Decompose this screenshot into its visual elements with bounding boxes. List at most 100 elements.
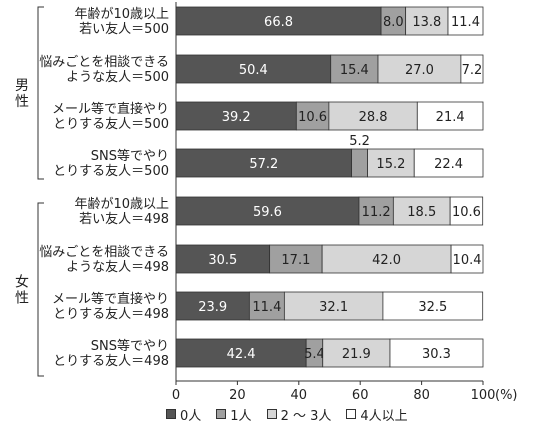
legend-item-0: 0人 bbox=[166, 405, 201, 424]
legend-swatch-0 bbox=[166, 409, 176, 419]
data-label: 28.8 bbox=[359, 110, 388, 125]
category-label: とりする友人＝498 bbox=[53, 306, 169, 322]
x-tick-label: 80 bbox=[413, 388, 430, 403]
data-label: 30.5 bbox=[208, 253, 237, 268]
bar-segment bbox=[358, 196, 394, 226]
data-label: 22.4 bbox=[434, 157, 463, 172]
category-label: ような友人＝500 bbox=[66, 69, 169, 85]
legend-swatch-1 bbox=[216, 409, 227, 419]
data-label: 32.1 bbox=[319, 300, 348, 315]
bar-segment bbox=[269, 244, 323, 274]
legend-label-0: 0人 bbox=[180, 408, 202, 424]
bar-segment bbox=[416, 101, 484, 131]
x-tick-label: 100 bbox=[471, 388, 496, 403]
x-tick-label: 40 bbox=[291, 388, 308, 403]
data-label: 32.5 bbox=[418, 300, 447, 315]
data-label: 15.4 bbox=[340, 63, 369, 78]
data-label: 11.4 bbox=[252, 300, 281, 315]
group-label-char: 性 bbox=[15, 291, 29, 307]
category-label: 年齢が10歳以上 bbox=[74, 197, 169, 212]
legend-item-1: 1人 bbox=[216, 405, 252, 424]
category-label: 年齢が10歳以上 bbox=[74, 7, 169, 22]
data-label: 18.5 bbox=[407, 205, 436, 220]
group-label-char: 性 bbox=[15, 94, 29, 110]
data-label: 10.6 bbox=[298, 110, 327, 125]
data-label: 11.2 bbox=[362, 205, 391, 220]
bar-segment bbox=[175, 338, 307, 368]
bar-segment bbox=[377, 54, 462, 84]
data-label: 8.0 bbox=[383, 15, 404, 30]
bar-segment bbox=[248, 291, 285, 321]
group-bracket bbox=[37, 6, 44, 180]
legend-item-2: 2 ～ 3人 bbox=[266, 405, 332, 424]
x-unit-label: (%) bbox=[495, 388, 518, 403]
data-label: 42.4 bbox=[227, 347, 256, 362]
data-label: 66.8 bbox=[264, 15, 293, 30]
category-label: 悩みごとを相談できる bbox=[39, 244, 169, 260]
data-label: 10.4 bbox=[453, 253, 482, 268]
category-label: とりする友人＝500 bbox=[53, 116, 169, 132]
category-label: 悩みごとを相談できる bbox=[39, 54, 169, 70]
bar-segment bbox=[322, 338, 391, 368]
data-label: 42.0 bbox=[372, 253, 401, 268]
category-label: 若い友人＝498 bbox=[79, 211, 169, 227]
data-label: 57.2 bbox=[249, 157, 278, 172]
group-bracket bbox=[37, 202, 44, 377]
bar-segment bbox=[382, 291, 484, 321]
data-label: 5.2 bbox=[349, 134, 370, 149]
data-label: 39.2 bbox=[222, 110, 251, 125]
legend-label-1: 1人 bbox=[230, 408, 252, 424]
bar-segment bbox=[450, 244, 484, 274]
data-label: 7.2 bbox=[462, 63, 483, 78]
category-label: SNS等でやり bbox=[91, 148, 169, 164]
category-label: 若い友人＝500 bbox=[79, 21, 169, 37]
category-label: メール等で直接やり bbox=[52, 101, 169, 117]
legend-label-2: 2 ～ 3人 bbox=[280, 408, 332, 424]
bar-segment bbox=[175, 6, 382, 36]
legend-item-3: 4人以上 bbox=[346, 405, 408, 424]
bar-segment bbox=[283, 291, 384, 321]
x-tick-label: 60 bbox=[352, 388, 369, 403]
bar-segment bbox=[175, 244, 271, 274]
bar-segment bbox=[351, 148, 368, 178]
bar-segment bbox=[330, 54, 379, 84]
x-tick-label: 0 bbox=[172, 388, 180, 403]
legend: 0人 1人 2 ～ 3人 4人以上 bbox=[166, 405, 423, 424]
bar-segment bbox=[175, 196, 360, 226]
data-label: 30.3 bbox=[422, 347, 451, 362]
data-label: 13.8 bbox=[412, 15, 441, 30]
bar-segment bbox=[405, 6, 449, 36]
data-label: 21.9 bbox=[342, 347, 371, 362]
data-label: 59.6 bbox=[253, 205, 282, 220]
data-label: 11.4 bbox=[451, 15, 480, 30]
data-label: 50.4 bbox=[239, 63, 268, 78]
group-label-char: 女 bbox=[15, 274, 29, 291]
bar-segment bbox=[175, 291, 250, 321]
legend-swatch-2 bbox=[266, 409, 277, 419]
legend-label-3: 4人以上 bbox=[360, 408, 408, 424]
category-label: SNS等でやり bbox=[91, 338, 169, 354]
data-label: 27.0 bbox=[405, 63, 434, 78]
category-label: とりする友人＝498 bbox=[53, 353, 169, 369]
group-label-char: 男 bbox=[15, 78, 29, 94]
bar-segment bbox=[449, 196, 484, 226]
bar-segment bbox=[460, 54, 484, 84]
data-label: 5.4 bbox=[304, 347, 325, 362]
data-label: 15.2 bbox=[376, 157, 405, 172]
bar-segment bbox=[447, 6, 484, 36]
bar-segment bbox=[389, 338, 484, 368]
legend-swatch-3 bbox=[346, 409, 357, 419]
x-tick-label: 20 bbox=[229, 388, 246, 403]
data-label: 10.6 bbox=[452, 205, 481, 220]
bar-segment bbox=[367, 148, 415, 178]
data-label: 23.9 bbox=[198, 300, 227, 315]
category-label: メール等で直接やり bbox=[52, 291, 169, 307]
bar-segment bbox=[321, 244, 452, 274]
data-label: 17.1 bbox=[281, 253, 310, 268]
category-label: ような友人＝498 bbox=[66, 259, 169, 275]
data-label: 21.4 bbox=[436, 110, 465, 125]
bar-segment bbox=[295, 101, 330, 131]
bar-segment bbox=[392, 196, 451, 226]
bar-segment bbox=[413, 148, 484, 178]
